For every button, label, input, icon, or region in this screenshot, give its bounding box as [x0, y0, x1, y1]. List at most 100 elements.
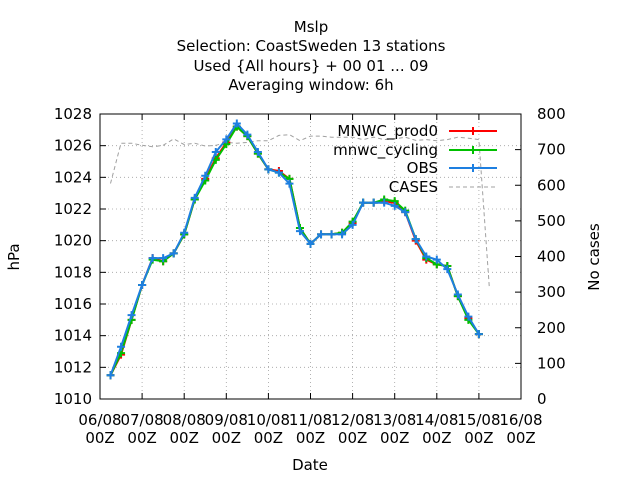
series-line — [110, 134, 490, 289]
x-tick-label-time: 00Z — [254, 429, 283, 447]
x-axis: 06/0800Z07/0800Z08/0800Z09/0800Z10/0800Z… — [78, 114, 543, 447]
x-tick-label-time: 00Z — [422, 429, 451, 447]
y-tick-label: 1022 — [54, 200, 92, 218]
title-line-4: Averaging window: 6h — [228, 76, 393, 94]
y-tick-label: 1018 — [54, 263, 92, 281]
legend-item: OBS — [407, 159, 497, 177]
data-point — [453, 290, 462, 299]
y-tick-label: 1028 — [54, 105, 92, 123]
x-tick-label: 10/08 — [247, 411, 290, 429]
y-tick-label: 1020 — [54, 232, 92, 250]
y2-tick-label: 200 — [537, 319, 566, 337]
legend-label: mnwc_cycling — [333, 141, 438, 160]
data-point — [127, 311, 136, 320]
x-tick-label-time: 00Z — [127, 429, 156, 447]
data-point — [180, 228, 189, 237]
data-point — [401, 208, 410, 217]
title-line-3: Used {All hours} + 00 01 ... 09 — [194, 57, 429, 75]
y2-tick-label: 600 — [537, 176, 566, 194]
x-tick-label-time: 00Z — [506, 429, 535, 447]
x-tick-label-time: 00Z — [338, 429, 367, 447]
series-layer — [106, 119, 490, 380]
x-tick-label: 09/08 — [205, 411, 248, 429]
y-tick-label: 1014 — [54, 327, 92, 345]
data-point — [264, 165, 273, 174]
y-tick-label: 1012 — [54, 358, 92, 376]
legend-label: CASES — [389, 178, 438, 196]
x-tick-label: 14/08 — [415, 411, 458, 429]
x-tick-label-time: 00Z — [296, 429, 325, 447]
data-point — [138, 281, 147, 289]
data-point — [211, 148, 220, 156]
data-point — [148, 254, 157, 263]
data-point — [117, 342, 126, 351]
x-tick-label: 13/08 — [373, 411, 416, 429]
x-tick-label: 08/08 — [163, 411, 206, 429]
data-point — [243, 130, 252, 139]
series-cases — [110, 134, 490, 289]
y-tick-label: 1024 — [54, 168, 92, 186]
data-point — [359, 198, 368, 207]
data-point — [253, 148, 262, 156]
data-point — [443, 265, 452, 274]
legend-item: CASES — [389, 178, 497, 196]
x-tick-label: 12/08 — [331, 411, 374, 429]
legend-label: MNWC_prod0 — [337, 122, 438, 141]
y2-axis-label: No cases — [585, 223, 603, 291]
data-point — [390, 201, 399, 210]
data-point — [306, 239, 315, 248]
legend-marker — [469, 164, 477, 172]
data-point — [380, 198, 389, 207]
title-line-1: Mslp — [294, 18, 328, 36]
title-line-2: Selection: CoastSweden 13 stations — [177, 37, 446, 55]
y2-tick-label: 100 — [537, 354, 566, 372]
data-point — [222, 135, 231, 144]
data-point — [159, 254, 168, 263]
data-point — [348, 220, 357, 229]
legend-item: MNWC_prod0 — [337, 122, 497, 141]
x-tick-label-time: 00Z — [464, 429, 493, 447]
data-point — [411, 235, 420, 244]
y2-axis: 0 100 200 300 400 500 600 700 800 — [515, 105, 566, 408]
x-tick-label: 07/08 — [120, 411, 163, 429]
data-point — [295, 227, 304, 236]
x-tick-label-time: 00Z — [212, 429, 241, 447]
data-point — [201, 171, 210, 180]
data-point — [232, 119, 241, 128]
data-point — [422, 252, 431, 261]
x-tick-label: 16/08 — [499, 411, 542, 429]
y-tick-label: 1010 — [54, 390, 92, 408]
x-tick-label: 06/08 — [78, 411, 121, 429]
x-tick-label-time: 00Z — [380, 429, 409, 447]
data-point — [106, 371, 115, 380]
series-obs — [106, 119, 483, 380]
y-tick-label: 1026 — [54, 137, 92, 155]
data-point — [327, 230, 336, 239]
y2-tick-label: 300 — [537, 283, 566, 301]
y2-tick-label: 0 — [537, 390, 547, 408]
y2-tick-label: 800 — [537, 105, 566, 123]
legend-item: mnwc_cycling — [333, 141, 497, 160]
y2-tick-label: 400 — [537, 248, 566, 266]
x-tick-label-time: 00Z — [85, 429, 114, 447]
x-tick-label: 15/08 — [457, 411, 500, 429]
data-point — [474, 330, 483, 339]
data-point — [317, 230, 326, 239]
chart-title: Mslp Selection: CoastSweden 13 stations … — [177, 18, 446, 94]
data-point — [274, 168, 283, 177]
legend-marker — [469, 127, 477, 135]
y-axis: 1010 1012 1014 1016 1018 1020 1022 1024 1026 1028 — [54, 105, 106, 408]
x-tick-label-time: 00Z — [170, 429, 199, 447]
data-point — [432, 255, 441, 264]
data-point — [169, 249, 178, 258]
data-point — [464, 312, 473, 321]
y-tick-label: 1016 — [54, 295, 92, 313]
data-point — [190, 193, 199, 202]
legend-label: OBS — [407, 159, 438, 177]
y-axis-label: hPa — [5, 243, 23, 270]
x-axis-label: Date — [292, 456, 328, 474]
y2-tick-label: 500 — [537, 212, 566, 230]
data-point — [338, 230, 347, 239]
